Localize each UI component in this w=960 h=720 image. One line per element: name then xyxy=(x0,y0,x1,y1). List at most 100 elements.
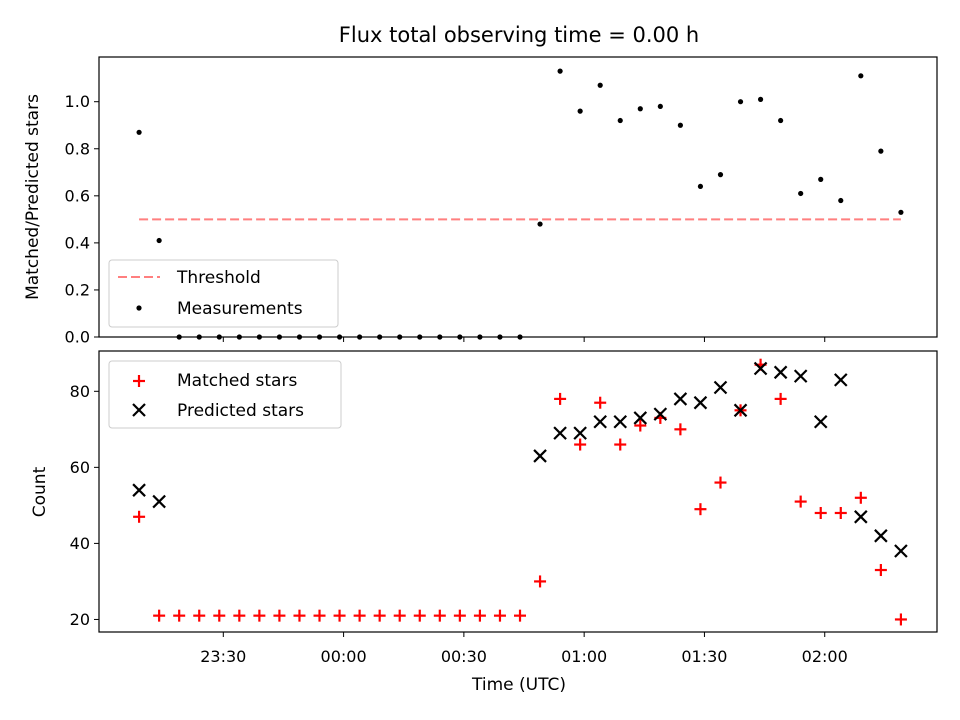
bottom-axes-frame xyxy=(98,350,938,633)
measurement-point xyxy=(798,190,804,197)
measurement-point xyxy=(677,122,683,128)
matched-star-point xyxy=(814,506,827,519)
matched-star-point xyxy=(193,609,206,622)
x-tick-label: 02:00 xyxy=(802,647,848,666)
matched-star-point xyxy=(433,609,446,622)
measurement-point xyxy=(737,99,744,105)
predicted-star-point xyxy=(753,361,768,376)
measurement-point xyxy=(878,148,884,154)
matched-star-point xyxy=(353,609,366,622)
measurement-point xyxy=(617,117,623,124)
predicted-star-point xyxy=(653,407,668,421)
matched-star-point xyxy=(614,438,627,451)
top-legend-box xyxy=(108,259,339,328)
y-tick-label: 0.2 xyxy=(65,280,90,299)
predicted-star-point xyxy=(874,529,888,543)
y-tick-label: 20 xyxy=(70,610,90,629)
matched-star-point xyxy=(453,609,466,622)
matched-star-point xyxy=(554,392,567,405)
y-tick-label: 0.4 xyxy=(65,233,90,252)
matched-star-point xyxy=(574,438,587,451)
measurement-point xyxy=(136,129,142,135)
matched-star-point xyxy=(594,396,607,409)
predicted-star-point xyxy=(593,414,607,429)
matched-star-point xyxy=(774,392,787,405)
top-y-ticks: 0.0 0.2 0.4 0.6 0.8 1.0 xyxy=(65,92,99,347)
predicted-star-point xyxy=(673,392,688,406)
legend-predicted-label: Predicted stars xyxy=(177,401,304,421)
matched-star-point xyxy=(153,609,166,622)
matched-star-point xyxy=(634,419,647,432)
matched-star-point xyxy=(213,609,226,622)
predicted-star-point xyxy=(613,414,628,429)
predicted-star-point xyxy=(533,449,547,463)
y-tick-label: 1.0 xyxy=(65,92,90,111)
bottom-legend: Matched stars Predicted stars xyxy=(108,360,342,429)
predicted-star-point xyxy=(833,373,848,387)
y-tick-label: 0.8 xyxy=(65,139,90,158)
matched-star-point xyxy=(493,609,506,622)
x-tick-label: 01:00 xyxy=(561,647,607,666)
measurement-point xyxy=(717,172,724,178)
measurement-point xyxy=(818,176,824,182)
matched-star-point xyxy=(473,609,486,622)
measurement-point xyxy=(838,197,844,204)
legend-matched-swatch xyxy=(133,375,145,387)
measurement-point xyxy=(597,82,603,88)
measurement-point xyxy=(858,73,864,79)
x-tick-label: 23:30 xyxy=(200,647,246,666)
matched-star-point xyxy=(714,476,727,489)
measurement-point xyxy=(557,68,563,74)
top-x-ticks xyxy=(222,337,826,342)
x-tick-label: 00:00 xyxy=(321,647,367,666)
legend-measurements-swatch xyxy=(136,305,142,311)
predicted-star-point xyxy=(152,494,166,509)
measurement-point xyxy=(657,103,663,110)
measurement-point xyxy=(577,108,583,114)
legend-matched-label: Matched stars xyxy=(177,371,297,391)
bottom-y-ticks: 20 40 60 80 xyxy=(70,382,99,629)
bottom-x-ticks: 23:30 00:00 00:30 01:00 01:30 02:00 xyxy=(200,632,848,666)
predicted-star-point xyxy=(813,414,828,429)
measurement-point xyxy=(156,237,162,244)
top-panel: 0.0 0.2 0.4 0.6 0.8 1.0 Matched/Predicted sta… xyxy=(23,56,938,347)
measurement-point xyxy=(898,209,904,215)
top-plot-marks xyxy=(136,68,904,340)
bottom-y-axis-label: Count xyxy=(30,466,50,517)
legend-predicted-swatch xyxy=(132,403,146,417)
matched-star-point xyxy=(413,609,426,622)
matched-star-point xyxy=(373,609,386,622)
measurement-point xyxy=(778,117,784,124)
matched-star-point xyxy=(233,609,246,622)
measurement-point xyxy=(537,221,543,227)
predicted-star-point xyxy=(132,483,146,497)
legend-threshold-label: Threshold xyxy=(176,268,261,288)
chart-title: Flux total observing time = 0.00 h xyxy=(339,23,699,47)
matched-star-point xyxy=(313,609,326,622)
matched-star-point xyxy=(393,609,406,622)
top-y-axis-label: Matched/Predicted stars xyxy=(23,94,43,300)
matched-star-point xyxy=(854,491,867,504)
predicted-star-point xyxy=(773,365,788,380)
measurement-point xyxy=(757,96,764,102)
predicted-star-point xyxy=(693,395,708,410)
matched-star-point xyxy=(534,575,547,588)
predicted-star-point xyxy=(793,369,808,383)
matched-star-point xyxy=(514,609,527,622)
x-tick-label: 00:30 xyxy=(441,647,487,666)
matched-star-point xyxy=(293,609,306,622)
y-tick-label: 0.6 xyxy=(65,186,90,205)
y-tick-label: 80 xyxy=(70,382,90,401)
top-axes-frame xyxy=(98,56,938,338)
matched-star-point xyxy=(333,609,346,622)
y-tick-label: 60 xyxy=(70,458,90,477)
matched-star-point xyxy=(874,564,887,577)
matched-star-point xyxy=(834,506,847,519)
x-tick-label: 01:30 xyxy=(681,647,727,666)
matched-star-point xyxy=(894,613,907,626)
top-legend: Threshold Measurements xyxy=(108,259,339,328)
matched-star-point xyxy=(253,609,266,622)
predicted-star-point xyxy=(633,411,648,425)
